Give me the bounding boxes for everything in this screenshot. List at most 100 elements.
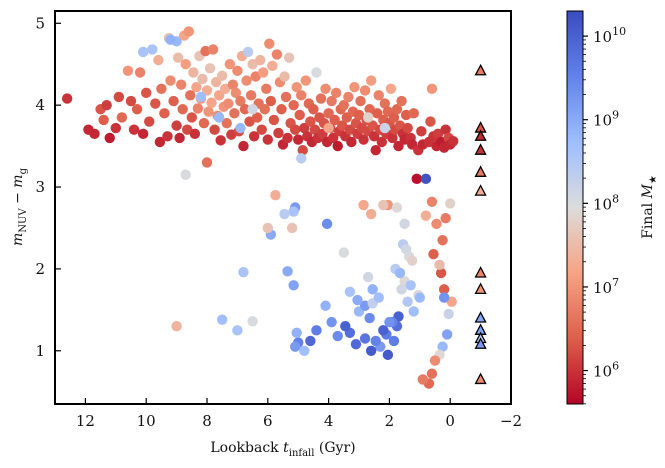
- scatter-point: [387, 132, 398, 144]
- scatter-point: [203, 106, 214, 117]
- scatter-point: [198, 117, 210, 129]
- scatter-point: [185, 90, 196, 101]
- scatter-point: [235, 122, 246, 134]
- scatter-point: [417, 374, 429, 385]
- scatter-point: [446, 296, 457, 307]
- scatter-point: [352, 294, 363, 306]
- x-axis-label: Lookback tinfall (Gyr): [210, 440, 355, 459]
- scatter-point: [168, 95, 179, 107]
- colorbar-label: Final M★: [640, 175, 659, 239]
- scatter-point: [438, 292, 450, 303]
- scatter-point: [125, 95, 137, 107]
- scatter-point: [353, 109, 365, 121]
- x-tick-label: 12: [76, 412, 95, 430]
- scatter-point: [338, 99, 349, 111]
- scatter-point: [393, 140, 404, 152]
- scatter-point: [311, 325, 322, 336]
- scatter-point: [441, 329, 453, 340]
- scatter-point: [209, 124, 220, 135]
- scatter-point: [189, 128, 201, 140]
- scatter-point: [264, 38, 275, 49]
- y-label-m1: m: [10, 233, 26, 246]
- scatter-point: [394, 267, 406, 279]
- scatter-point: [438, 284, 450, 295]
- scatter-point: [251, 112, 263, 123]
- y-axis: 1 2 3 4 5: [35, 14, 61, 360]
- scatter-point: [177, 104, 188, 115]
- scatter-point: [239, 104, 251, 115]
- plot-frame: [54, 10, 512, 405]
- scatter-point: [268, 114, 280, 126]
- scatter-point: [245, 90, 257, 101]
- scatter-point: [188, 67, 199, 78]
- y-tick-label: 4: [35, 96, 45, 114]
- y-label-minus: −: [10, 188, 26, 209]
- scatter-point: [137, 128, 149, 140]
- scatter-point: [426, 196, 438, 207]
- scatter-point: [247, 316, 258, 327]
- scatter-point: [362, 271, 374, 283]
- scatter-point: [445, 198, 456, 209]
- scatter-point: [217, 314, 228, 325]
- scatter-point: [297, 144, 308, 156]
- colorbar-tick-label: 108: [593, 192, 619, 213]
- scatter-point: [141, 87, 152, 99]
- scatter-point: [262, 134, 273, 145]
- scatter-point: [321, 218, 333, 230]
- scatter-point: [262, 222, 273, 234]
- scatter-point: [154, 136, 166, 148]
- scatter-point: [428, 248, 439, 260]
- scatter-point: [267, 60, 278, 72]
- scatter-point: [162, 131, 173, 142]
- scatter-point: [344, 124, 356, 135]
- scatter-point: [282, 266, 293, 277]
- scatter-point: [420, 173, 432, 185]
- colorbar-tick-label: 109: [593, 109, 619, 130]
- scatter-point: [331, 87, 342, 99]
- scatter-point: [308, 104, 319, 115]
- scatter-point: [440, 124, 451, 135]
- triangle-point: [474, 184, 487, 196]
- colorbar-label-var: M: [640, 183, 656, 199]
- scatter-point: [370, 144, 381, 156]
- scatter-point: [391, 202, 403, 213]
- scatter-point: [365, 75, 377, 86]
- scatter-point: [156, 83, 167, 94]
- scatter-point: [296, 153, 307, 164]
- triangle-point: [474, 372, 487, 385]
- scatter-point: [61, 93, 73, 104]
- scatter-point: [197, 73, 208, 85]
- scatter-point: [402, 296, 413, 307]
- y-tick-label: 5: [35, 14, 45, 32]
- scatter-point: [159, 108, 170, 119]
- triangle-point: [474, 311, 487, 323]
- scatter-point: [259, 104, 270, 115]
- scatter-point: [201, 157, 213, 168]
- colorbar-label-sub: ★: [648, 175, 659, 184]
- scatter-point: [206, 97, 217, 108]
- scatter-point: [250, 71, 261, 82]
- scatter-point: [153, 54, 164, 66]
- scatter-point: [247, 59, 258, 70]
- scatter-point: [326, 95, 337, 107]
- scatter-point: [104, 132, 115, 144]
- y-label-sub2: g: [18, 167, 29, 174]
- scatter-point: [174, 132, 185, 144]
- scatter-point: [378, 199, 389, 211]
- scatter-point: [437, 235, 448, 246]
- scatter-point: [323, 108, 334, 119]
- scatter-point: [270, 190, 281, 201]
- scatter-point: [279, 71, 290, 82]
- scatter-point: [256, 124, 267, 135]
- scatter-point: [232, 65, 243, 76]
- scatter-point: [364, 312, 375, 324]
- scatter-point: [402, 122, 413, 134]
- scatter-point: [110, 122, 122, 134]
- x-tick-label: 8: [202, 412, 212, 430]
- scatter-point: [150, 98, 161, 109]
- scatter-point: [171, 120, 182, 131]
- scatter-point: [376, 136, 387, 148]
- scatter-point: [408, 108, 419, 119]
- scatter-point: [131, 104, 143, 115]
- scatter-point: [134, 67, 146, 78]
